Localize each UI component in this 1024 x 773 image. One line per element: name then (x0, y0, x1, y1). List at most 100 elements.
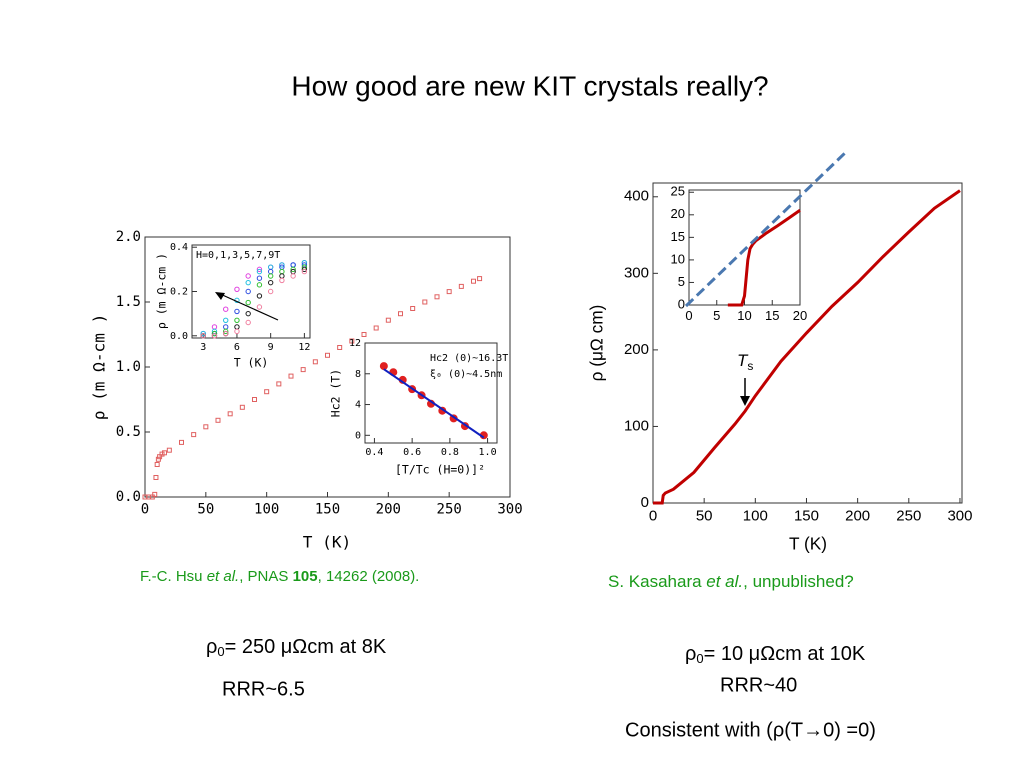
data-point (179, 439, 184, 445)
x-tick-label: 0 (649, 507, 657, 524)
x-tick-label: 15 (765, 308, 779, 323)
arrow-head (740, 396, 750, 406)
x-tick-label: 0.6 (403, 447, 421, 458)
data-point (234, 286, 240, 292)
data-point (398, 311, 403, 317)
y-tick-label: 100 (624, 417, 649, 434)
data-point (256, 275, 263, 281)
data-point (300, 367, 306, 373)
data-point (245, 319, 251, 326)
data-line (653, 189, 961, 505)
data-point (245, 279, 251, 286)
annotation-part: s (747, 359, 753, 373)
x-tick-label: 9 (268, 342, 274, 353)
annotation: H=0,1,3,5,7,9T (196, 250, 280, 261)
citation-right: S. Kasahara et al., unpublished? (608, 572, 854, 591)
x-tick-label: 6 (234, 342, 240, 353)
data-point (312, 359, 318, 365)
x-axis-label: T (K) (303, 533, 351, 552)
x-tick-label: 12 (298, 342, 310, 353)
x-tick-label: 0 (141, 502, 149, 518)
citation-part: et al. (706, 572, 743, 591)
data-point (256, 268, 263, 275)
data-point (223, 328, 229, 335)
y-tick-label: 15 (671, 229, 685, 244)
note: RRR~40 (720, 674, 797, 696)
note-part: ρ (685, 643, 696, 665)
data-point (211, 330, 218, 337)
data-point (361, 332, 367, 337)
x-tick-label: 0.8 (441, 447, 459, 458)
data-point (223, 330, 229, 337)
x-tick-label: 300 (497, 502, 522, 518)
chart: 3 6 9 12 0.0 0.2 0.4 T (K) ρ (m Ω-cm ) H=0,1,3,5,… (155, 242, 311, 370)
data-point (200, 333, 206, 339)
note-part: = 250 μΩcm at 8K (225, 636, 387, 658)
data-point (349, 338, 355, 344)
y-axis-label: ρ (m Ω-cm ) (155, 253, 169, 329)
y-tick-label: 300 (624, 264, 649, 281)
note: Consistent with (ρ(T→0) =0) (625, 719, 876, 741)
y-tick-label: 0.0 (170, 331, 188, 342)
chart: 0 5 10 15 20 0 5 10 15 20 25 (671, 184, 808, 323)
y-tick-label: 0.2 (170, 287, 188, 298)
data-point (154, 462, 160, 467)
x-tick-label: 250 (896, 507, 921, 524)
note-part: ρ (206, 636, 217, 658)
y-axis-label: ρ (μΩ cm) (587, 305, 607, 382)
data-point (234, 328, 240, 335)
data-point (373, 325, 379, 331)
data-point (203, 424, 209, 430)
data-point (267, 279, 274, 286)
data-point (256, 282, 263, 288)
data-point (153, 475, 159, 480)
data-point (458, 283, 464, 289)
plot-frame (191, 244, 311, 339)
data-point (267, 273, 274, 279)
x-tick-label: 100 (743, 507, 768, 524)
annotation: Ts (737, 351, 753, 373)
fit-line-dashed (684, 151, 847, 308)
x-axis-label: [T/Tc (H=0)]² (395, 463, 485, 477)
x-tick-label: 10 (737, 308, 751, 323)
arrow (217, 292, 279, 321)
citation-part: F.-C. Hsu (140, 568, 207, 585)
y-tick-label: 400 (624, 188, 649, 205)
annotation: Hc2 (0)~16.3T (430, 353, 508, 364)
citation-part: et al. (207, 568, 240, 585)
note-part: = 10 μΩcm at 10K (704, 643, 866, 665)
y-tick-label: 0.0 (116, 489, 141, 505)
citation-part: S. Kasahara (608, 572, 706, 591)
data-point (290, 273, 296, 279)
data-point (264, 389, 270, 395)
citation-part: , 14262 (2008). (318, 568, 420, 585)
x-tick-label: 200 (376, 502, 401, 518)
y-tick-label: 1.0 (116, 359, 141, 375)
data-point (245, 288, 251, 295)
x-tick-label: 200 (845, 507, 870, 524)
arrow-head (215, 292, 225, 300)
data-point (325, 352, 330, 358)
y-tick-label: 2.0 (116, 229, 141, 245)
x-tick-label: 100 (254, 502, 279, 518)
data-point (290, 266, 296, 273)
y-axis-label: ρ (m Ω-cm ) (90, 314, 109, 421)
data-point (227, 411, 233, 417)
citation-part: 105 (293, 568, 318, 585)
y-tick-label: 0 (678, 296, 685, 311)
x-tick-label: 50 (197, 502, 214, 518)
data-point (301, 266, 308, 273)
data-point (385, 317, 391, 323)
data-point (379, 362, 388, 371)
citation-part: , PNAS (239, 568, 292, 585)
data-point (279, 262, 285, 268)
data-point (256, 293, 263, 299)
plot-frame (364, 342, 498, 444)
x-axis-label: T (K) (789, 534, 827, 554)
data-point (279, 277, 285, 284)
data-point (223, 317, 229, 323)
x-tick-label: 20 (793, 308, 807, 323)
citation-left: F.-C. Hsu et al., PNAS 105, 14262 (2008)… (140, 568, 419, 585)
data-point (422, 299, 428, 305)
